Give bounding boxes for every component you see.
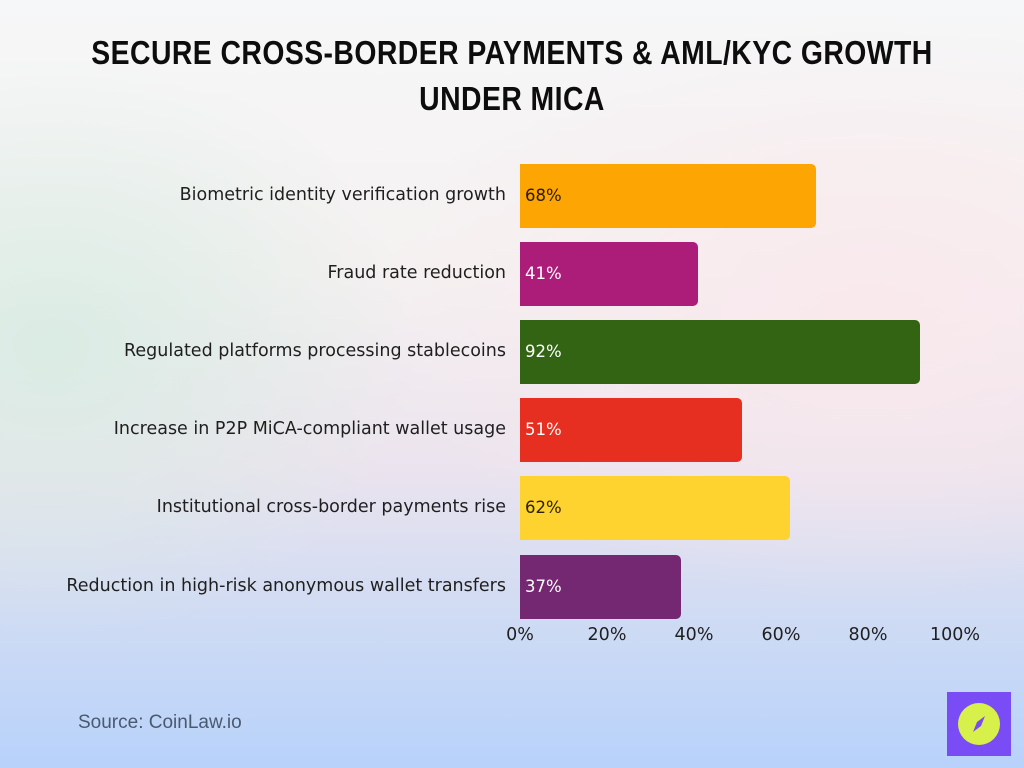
bar-label: Regulated platforms processing stablecoi… bbox=[124, 341, 506, 361]
brand-logo bbox=[947, 692, 1011, 756]
bar-row: Reduction in high-risk anonymous wallet … bbox=[0, 555, 1024, 619]
bar-value: 51% bbox=[525, 420, 562, 439]
bar bbox=[520, 164, 816, 228]
bar-label: Fraud rate reduction bbox=[327, 263, 506, 283]
bar-row: Biometric identity verification growth 6… bbox=[0, 164, 1024, 228]
bar bbox=[520, 555, 681, 619]
chart-title: Secure Cross-Border Payments & AML/KYC G… bbox=[91, 34, 933, 117]
bar bbox=[520, 320, 921, 384]
bar bbox=[520, 476, 790, 540]
compass-icon bbox=[958, 703, 1000, 745]
x-tick: 100% bbox=[929, 625, 981, 645]
bar bbox=[520, 398, 742, 462]
x-tick: 40% bbox=[674, 625, 714, 645]
bar-value: 68% bbox=[525, 186, 562, 205]
bar-row: Regulated platforms processing stablecoi… bbox=[0, 320, 1024, 384]
bar-value: 41% bbox=[525, 264, 562, 283]
bar-label: Biometric identity verification growth bbox=[179, 185, 506, 205]
bar bbox=[520, 242, 699, 306]
bar-label: Increase in P2P MiCA-compliant wallet us… bbox=[113, 419, 506, 439]
bar-value: 37% bbox=[525, 577, 562, 596]
x-tick: 20% bbox=[587, 625, 627, 645]
bar-row: Institutional cross-border payments rise… bbox=[0, 476, 1024, 540]
bar-row: Increase in P2P MiCA-compliant wallet us… bbox=[0, 398, 1024, 462]
bar-row: Fraud rate reduction 41% bbox=[0, 242, 1024, 306]
bar-value: 92% bbox=[525, 342, 562, 361]
x-tick: 0% bbox=[506, 625, 534, 645]
bar-label: Institutional cross-border payments rise bbox=[156, 497, 506, 517]
x-tick: 80% bbox=[848, 625, 888, 645]
bar-label: Reduction in high-risk anonymous wallet … bbox=[66, 576, 506, 596]
x-tick: 60% bbox=[761, 625, 801, 645]
bar-value: 62% bbox=[525, 498, 562, 517]
source-text: Source: CoinLaw.io bbox=[78, 712, 242, 733]
